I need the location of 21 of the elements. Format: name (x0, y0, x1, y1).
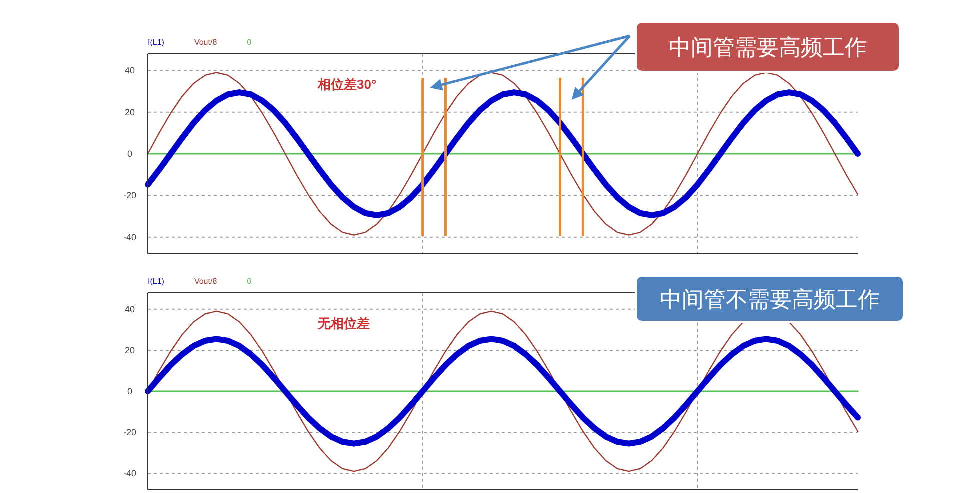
y-tick-label: -40 (123, 468, 137, 479)
y-tick-label: 0 (127, 149, 133, 159)
text: Vout/8 (194, 277, 218, 286)
y-tick-label: -20 (123, 190, 137, 201)
annotation: 相位差30° (317, 77, 377, 92)
annotation: 中间管需要高频工作 (669, 35, 867, 60)
y-tick-label: 20 (124, 107, 136, 118)
y-tick-label: 0 (127, 386, 133, 396)
y-tick-label: 20 (124, 345, 136, 356)
text: 0 (247, 277, 252, 286)
text: I(L1) (148, 277, 165, 286)
annotation: 中间管不需要高频工作 (660, 287, 880, 312)
y-tick-label: 40 (124, 304, 136, 314)
text: Vout/8 (194, 38, 218, 47)
y-tick-label: 40 (124, 66, 136, 76)
text: 0 (247, 38, 252, 47)
y-tick-label: -20 (123, 428, 137, 438)
y-tick-label: -40 (123, 232, 137, 242)
line-series (147, 72, 859, 236)
annotation: 无相位差 (317, 316, 370, 331)
text: I(L1) (148, 38, 165, 47)
